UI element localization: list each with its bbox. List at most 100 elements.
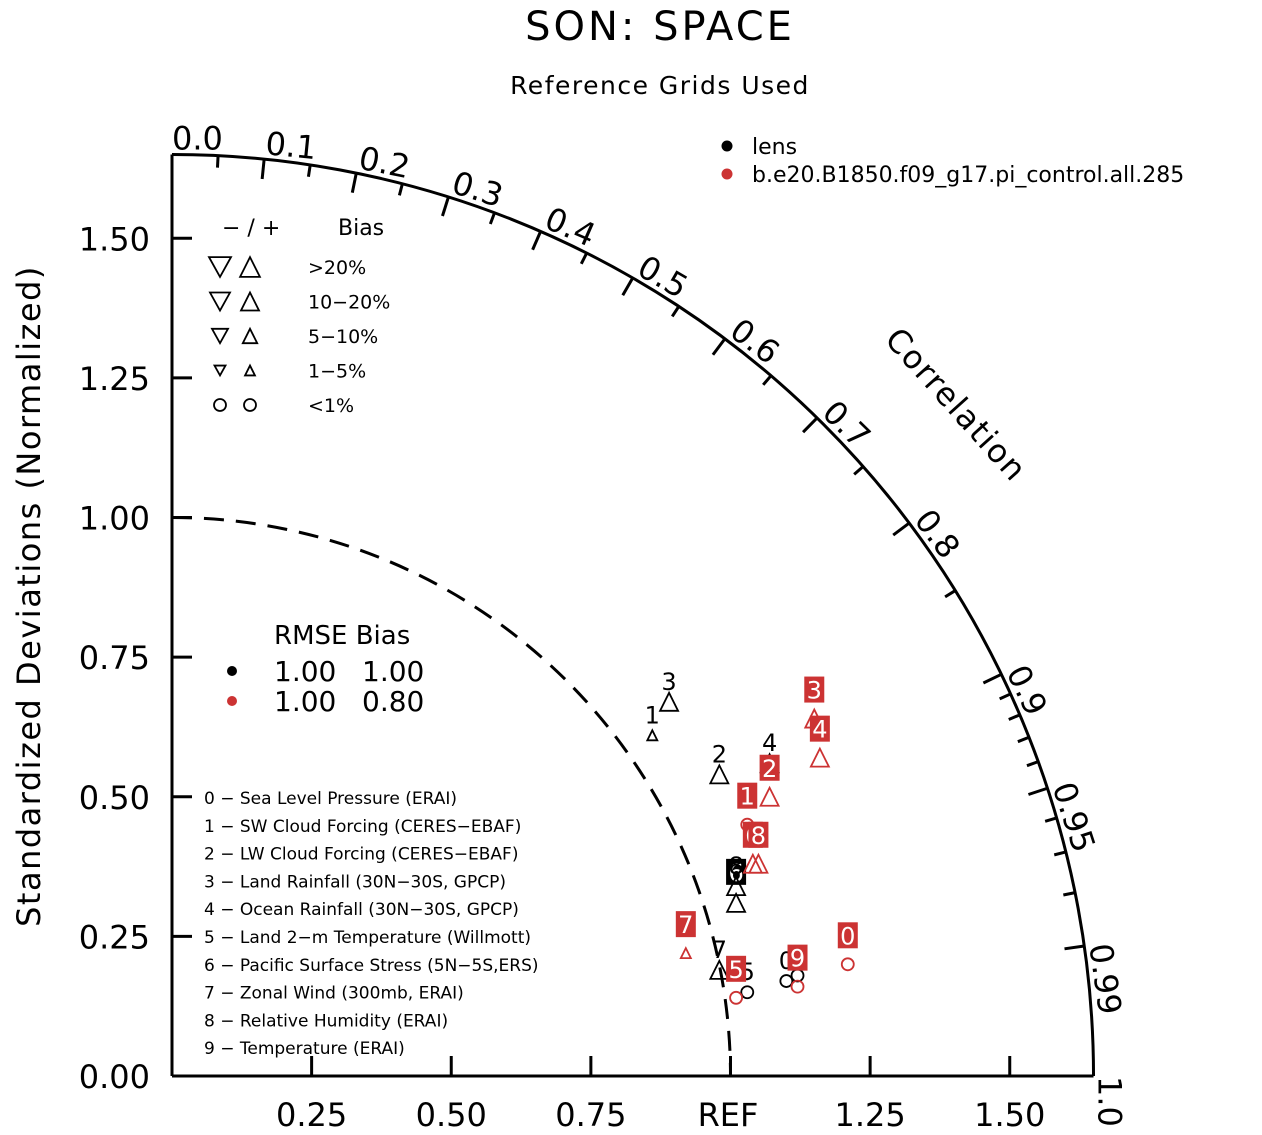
variable-legend: 0 − Sea Level Pressure (ERAI) 1 − SW Clou… — [204, 789, 539, 1059]
model-legend-dot — [721, 140, 733, 152]
correlation-label: Correlation — [877, 320, 1034, 489]
variable-legend-item: 2 − LW Cloud Forcing (CERES−EBAF) — [204, 845, 518, 865]
marker-circle — [740, 985, 755, 1000]
rmse-legend-header: RMSE Bias — [274, 621, 410, 651]
corr-tick — [801, 416, 819, 434]
corr-tick — [260, 158, 266, 180]
corr-minor-tick — [999, 692, 1012, 701]
rmse-legend-bias: 1.00 — [362, 655, 424, 688]
corr-minor-tick — [1017, 735, 1030, 744]
bias-legend-range: 1−5% — [308, 361, 366, 383]
corr-tick — [1027, 786, 1048, 796]
label-box-pi-control — [804, 676, 825, 703]
corr-tick — [1064, 944, 1085, 951]
marker-triangle-up — [747, 852, 769, 874]
corr-minor-tick — [397, 183, 404, 196]
marker-triangle-up — [239, 290, 261, 312]
rmse-legend-dot — [227, 696, 237, 706]
marker-triangle-down — [210, 327, 230, 346]
point-label-pi-control: 5 — [728, 956, 743, 984]
axes-layer: 0.000.250.500.751.001.251.500.25 0.50 0.75… — [79, 152, 1096, 1134]
y-tick-label: 0.25 — [79, 918, 150, 956]
marker-triangle-up — [708, 958, 730, 980]
corr-tick — [621, 277, 635, 297]
bias-legend-header: Bias — [338, 216, 384, 241]
y-tick-label: 0.00 — [79, 1058, 150, 1096]
variable-legend-item: 7 − Zonal Wind (300mb, ERAI) — [204, 984, 464, 1004]
marker-triangle-down — [212, 364, 228, 378]
y-tick-label: 0.75 — [79, 639, 150, 677]
variable-legend-item: 4 − Ocean Rainfall (30N−30S, GPCP) — [204, 900, 519, 920]
outer-arc — [171, 152, 1096, 1077]
model-legend: lens b.e20.B1850.f09_g17.pi_control.all.2… — [721, 135, 1184, 188]
y-tick-label: 0.50 — [79, 779, 150, 817]
corr-tick — [892, 521, 911, 537]
corr-minor-tick — [488, 212, 496, 225]
corr-tick-label: 0.5 — [631, 248, 694, 306]
model-legend-dot — [721, 168, 733, 180]
corr-minor-tick — [1053, 850, 1067, 857]
corr-tick-label: 0.0 — [172, 119, 223, 157]
corr-tick — [350, 172, 358, 193]
x-tick-label: 0.25 — [276, 1096, 347, 1134]
label-box-pi-control — [726, 955, 747, 982]
corr-minor-tick — [670, 305, 681, 318]
corr-minor-tick — [1026, 760, 1039, 768]
marker-circle — [243, 398, 257, 412]
corr-tick-label: 0.7 — [815, 393, 878, 456]
marker-triangle-up — [645, 728, 659, 742]
corr-tick-label: 0.8 — [907, 502, 968, 566]
marker-circle — [840, 957, 855, 972]
marker-triangle-up — [725, 891, 747, 913]
reference-arc — [171, 516, 732, 1077]
rmse-legend-bias: 0.80 — [362, 685, 424, 718]
variable-legend-item: 0 − Sea Level Pressure (ERAI) — [204, 789, 457, 809]
marker-triangle-up — [708, 763, 730, 785]
point-label-lens: 3 — [661, 668, 676, 696]
point-label-pi-control: 9 — [790, 945, 805, 973]
marker-triangle-up — [809, 746, 831, 768]
point-label-lens: 4 — [762, 729, 777, 757]
corr-minor-tick — [1063, 891, 1076, 897]
bias-legend-range: >20% — [308, 257, 366, 279]
marker-circle — [790, 979, 805, 994]
label-box-pi-control — [737, 782, 758, 809]
variable-legend-item: 3 − Land Rainfall (30N−30S, GPCP) — [204, 872, 506, 892]
rmse-legend-dot — [227, 666, 237, 676]
corr-tick-label: 0.95 — [1045, 777, 1103, 857]
marker-triangle-up — [238, 255, 262, 278]
label-box-pi-control — [837, 922, 858, 949]
point-label-pi-control: 2 — [762, 755, 777, 783]
corr-minor-tick — [1044, 816, 1058, 823]
model-legend-label: lens — [752, 135, 797, 160]
corr-tick-label: 0.1 — [264, 124, 318, 167]
point-label-pi-control: 8 — [751, 822, 766, 850]
chart-subtitle: Reference Grids Used — [510, 71, 810, 100]
label-box-pi-control — [787, 944, 808, 971]
variable-legend-item: 6 − Pacific Surface Stress (5N−5S,ERS) — [204, 956, 539, 976]
point-label-lens: 6 — [728, 859, 743, 887]
corr-tick-label: 0.9 — [999, 659, 1055, 721]
y-tick-label: 1.25 — [79, 360, 150, 398]
label-box-pi-control — [675, 911, 696, 938]
x-tick-label: 1.50 — [974, 1096, 1045, 1134]
bias-legend-range: <1% — [308, 395, 354, 417]
point-label-pi-control: 4 — [812, 716, 827, 744]
point-label-pi-control: 3 — [807, 677, 822, 705]
corr-minor-tick — [1008, 713, 1021, 721]
point-label-lens: 2 — [712, 740, 727, 768]
corr-tick — [982, 672, 1003, 685]
y-tick-label: 1.50 — [79, 220, 150, 258]
marker-triangle-up — [679, 946, 693, 960]
corr-tick — [531, 230, 542, 251]
marker-triangle-down — [208, 291, 232, 313]
corr-tick-label: 0.4 — [539, 199, 601, 254]
point-label-pi-control: 7 — [678, 911, 693, 939]
marker-triangle-down — [207, 256, 233, 279]
corr-tick-label: 0.2 — [356, 139, 413, 186]
x-tick-label: 0.50 — [416, 1096, 487, 1134]
y-tick-label: 1.00 — [79, 500, 150, 538]
corr-minor-tick — [306, 164, 312, 177]
